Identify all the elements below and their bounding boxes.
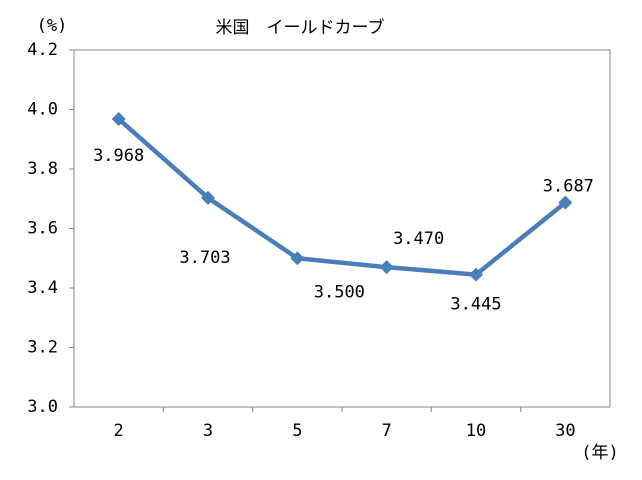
x-tick-label: 30	[555, 421, 575, 441]
data-label: 3.687	[543, 177, 594, 197]
data-label: 3.968	[93, 146, 144, 166]
x-tick-label: 10	[466, 421, 486, 441]
x-tick-label: 3	[203, 421, 213, 441]
y-tick-label: 4.2	[27, 40, 58, 60]
y-tick-label: 4.0	[27, 100, 58, 120]
data-point	[111, 112, 126, 127]
data-point	[469, 267, 483, 282]
chart-title: 米国 イールドカーブ	[216, 17, 385, 38]
data-point	[558, 195, 573, 210]
series-line	[117, 117, 567, 277]
data-label: 3.703	[179, 248, 230, 268]
x-tick-label: 5	[292, 421, 302, 441]
data-label: 3.500	[314, 282, 365, 302]
y-tick-label: 3.8	[27, 159, 58, 179]
x-axis-label: (年)	[581, 443, 618, 463]
data-point	[290, 251, 305, 266]
data-point	[379, 260, 394, 275]
y-axis-label: (%)	[37, 16, 68, 36]
data-label: 3.470	[393, 229, 444, 249]
data-point	[201, 190, 215, 205]
x-tick-label: 7	[382, 421, 392, 441]
x-tick-label: 2	[114, 421, 124, 441]
plot-frame	[73, 49, 611, 408]
data-label: 3.445	[450, 295, 501, 315]
y-tick-label: 3.2	[27, 338, 58, 358]
y-tick-label: 3.6	[27, 219, 58, 239]
y-tick-label: 3.4	[27, 278, 58, 298]
y-tick-label: 3.0	[27, 397, 58, 417]
